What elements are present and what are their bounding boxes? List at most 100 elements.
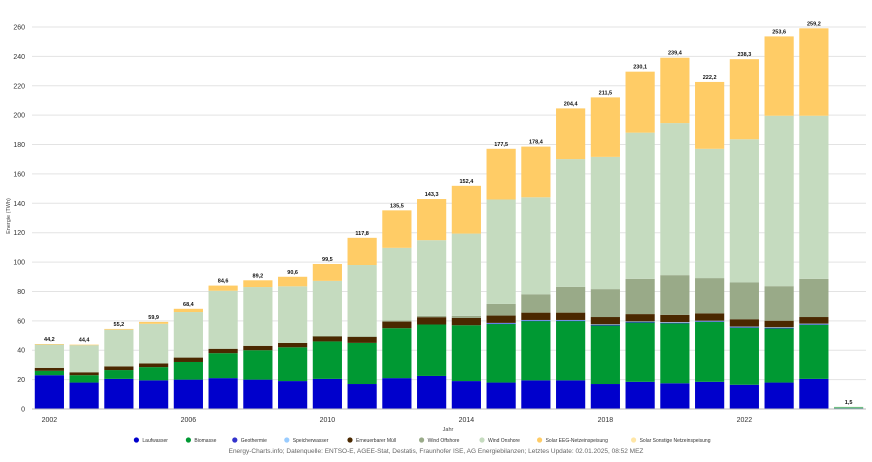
bar-segment[interactable] (695, 81, 725, 149)
bar-segment[interactable] (799, 323, 829, 325)
legend-item[interactable]: Geothermie (232, 437, 267, 444)
bar-segment[interactable] (695, 320, 725, 322)
bar-segment[interactable] (278, 342, 308, 348)
bar-segment[interactable] (139, 321, 169, 324)
bar-segment[interactable] (799, 378, 829, 409)
bar-segment[interactable] (660, 323, 690, 384)
bar-segment[interactable] (729, 327, 759, 328)
bar-segment[interactable] (799, 278, 829, 318)
bar-segment[interactable] (139, 380, 169, 409)
bar-segment[interactable] (764, 286, 794, 321)
bar-segment[interactable] (417, 315, 447, 318)
bar-segment[interactable] (104, 370, 134, 379)
bar-segment[interactable] (173, 308, 203, 313)
bar-segment[interactable] (347, 384, 377, 409)
bar-segment[interactable] (799, 324, 829, 325)
bar-segment[interactable] (556, 319, 586, 321)
bar-segment[interactable] (208, 353, 238, 379)
bar-segment[interactable] (695, 148, 725, 279)
bar-segment[interactable] (556, 380, 586, 409)
bar-segment[interactable] (764, 328, 794, 383)
bar-segment[interactable] (451, 325, 481, 382)
legend-item[interactable]: Solar Sonstige Netzeinspeisung (631, 437, 711, 444)
bar-segment[interactable] (521, 320, 551, 381)
bar-segment[interactable] (556, 320, 586, 381)
bar-segment[interactable] (104, 366, 134, 371)
bar-segment[interactable] (451, 233, 481, 316)
bar-segment[interactable] (173, 357, 203, 362)
bar-segment[interactable] (625, 322, 655, 323)
bar-segment[interactable] (660, 314, 690, 323)
legend-item[interactable]: Wind Onshore (479, 437, 520, 444)
bar-segment[interactable] (521, 319, 551, 321)
bar-segment[interactable] (764, 327, 794, 328)
bar-segment[interactable] (521, 320, 551, 322)
bar-segment[interactable] (69, 375, 99, 383)
bar-segment[interactable] (312, 378, 342, 409)
bar-segment[interactable] (764, 382, 794, 409)
bar-segment[interactable] (521, 146, 551, 198)
bar-segment[interactable] (382, 320, 412, 322)
bar-segment[interactable] (312, 280, 342, 336)
legend-item[interactable]: Erneuerbarer Müll (347, 437, 396, 444)
bar-segment[interactable] (660, 123, 690, 276)
bar-segment[interactable] (347, 237, 377, 266)
bar-segment[interactable] (695, 321, 725, 322)
bar-segment[interactable] (660, 322, 690, 324)
bar-segment[interactable] (139, 363, 169, 368)
bar-segment[interactable] (625, 314, 655, 322)
bar-segment[interactable] (695, 381, 725, 409)
bar-segment[interactable] (660, 275, 690, 315)
bar-segment[interactable] (521, 197, 551, 295)
bar-segment[interactable] (625, 322, 655, 382)
bar-segment[interactable] (521, 380, 551, 409)
bar-segment[interactable] (556, 286, 586, 313)
bar-segment[interactable] (486, 315, 516, 323)
bar-segment[interactable] (382, 210, 412, 248)
bar-segment[interactable] (417, 240, 447, 316)
bar-segment[interactable] (69, 345, 99, 373)
bar-segment[interactable] (278, 381, 308, 409)
bar-segment[interactable] (625, 71, 655, 133)
bar-segment[interactable] (486, 323, 516, 325)
bar-segment[interactable] (417, 324, 447, 376)
bar-segment[interactable] (729, 59, 759, 140)
legend-item[interactable]: Wind Offshore (419, 437, 460, 444)
bar-segment[interactable] (451, 315, 481, 318)
bar-segment[interactable] (173, 312, 203, 358)
bar-segment[interactable] (34, 375, 64, 409)
bar-segment[interactable] (764, 327, 794, 329)
bar-segment[interactable] (34, 370, 64, 376)
bar-segment[interactable] (382, 321, 412, 329)
bar-segment[interactable] (521, 312, 551, 320)
bar-segment[interactable] (34, 344, 64, 345)
bar-segment[interactable] (764, 320, 794, 328)
legend-item[interactable]: Solar EEG-Netzeinspeisung (537, 437, 608, 444)
bar-segment[interactable] (729, 282, 759, 320)
bar-segment[interactable] (243, 280, 273, 288)
bar-segment[interactable] (173, 361, 203, 380)
bar-segment[interactable] (382, 247, 412, 321)
bar-segment[interactable] (278, 276, 308, 287)
bar-segment[interactable] (34, 344, 64, 368)
bar-segment[interactable] (278, 347, 308, 382)
bar-segment[interactable] (208, 285, 238, 291)
bar-segment[interactable] (521, 294, 551, 313)
bar-segment[interactable] (625, 132, 655, 279)
bar-segment[interactable] (834, 406, 864, 408)
bar-segment[interactable] (347, 265, 377, 337)
bar-segment[interactable] (312, 335, 342, 337)
bar-segment[interactable] (729, 327, 759, 385)
bar-segment[interactable] (104, 328, 134, 330)
bar-segment[interactable] (764, 115, 794, 287)
bar-segment[interactable] (590, 384, 620, 409)
bar-segment[interactable] (382, 328, 412, 379)
bar-segment[interactable] (590, 317, 620, 325)
bar-segment[interactable] (556, 320, 586, 322)
bar-segment[interactable] (486, 148, 516, 200)
bar-segment[interactable] (695, 313, 725, 321)
bar-segment[interactable] (451, 381, 481, 409)
bar-segment[interactable] (660, 322, 690, 323)
bar-segment[interactable] (486, 323, 516, 383)
bar-segment[interactable] (34, 367, 64, 371)
